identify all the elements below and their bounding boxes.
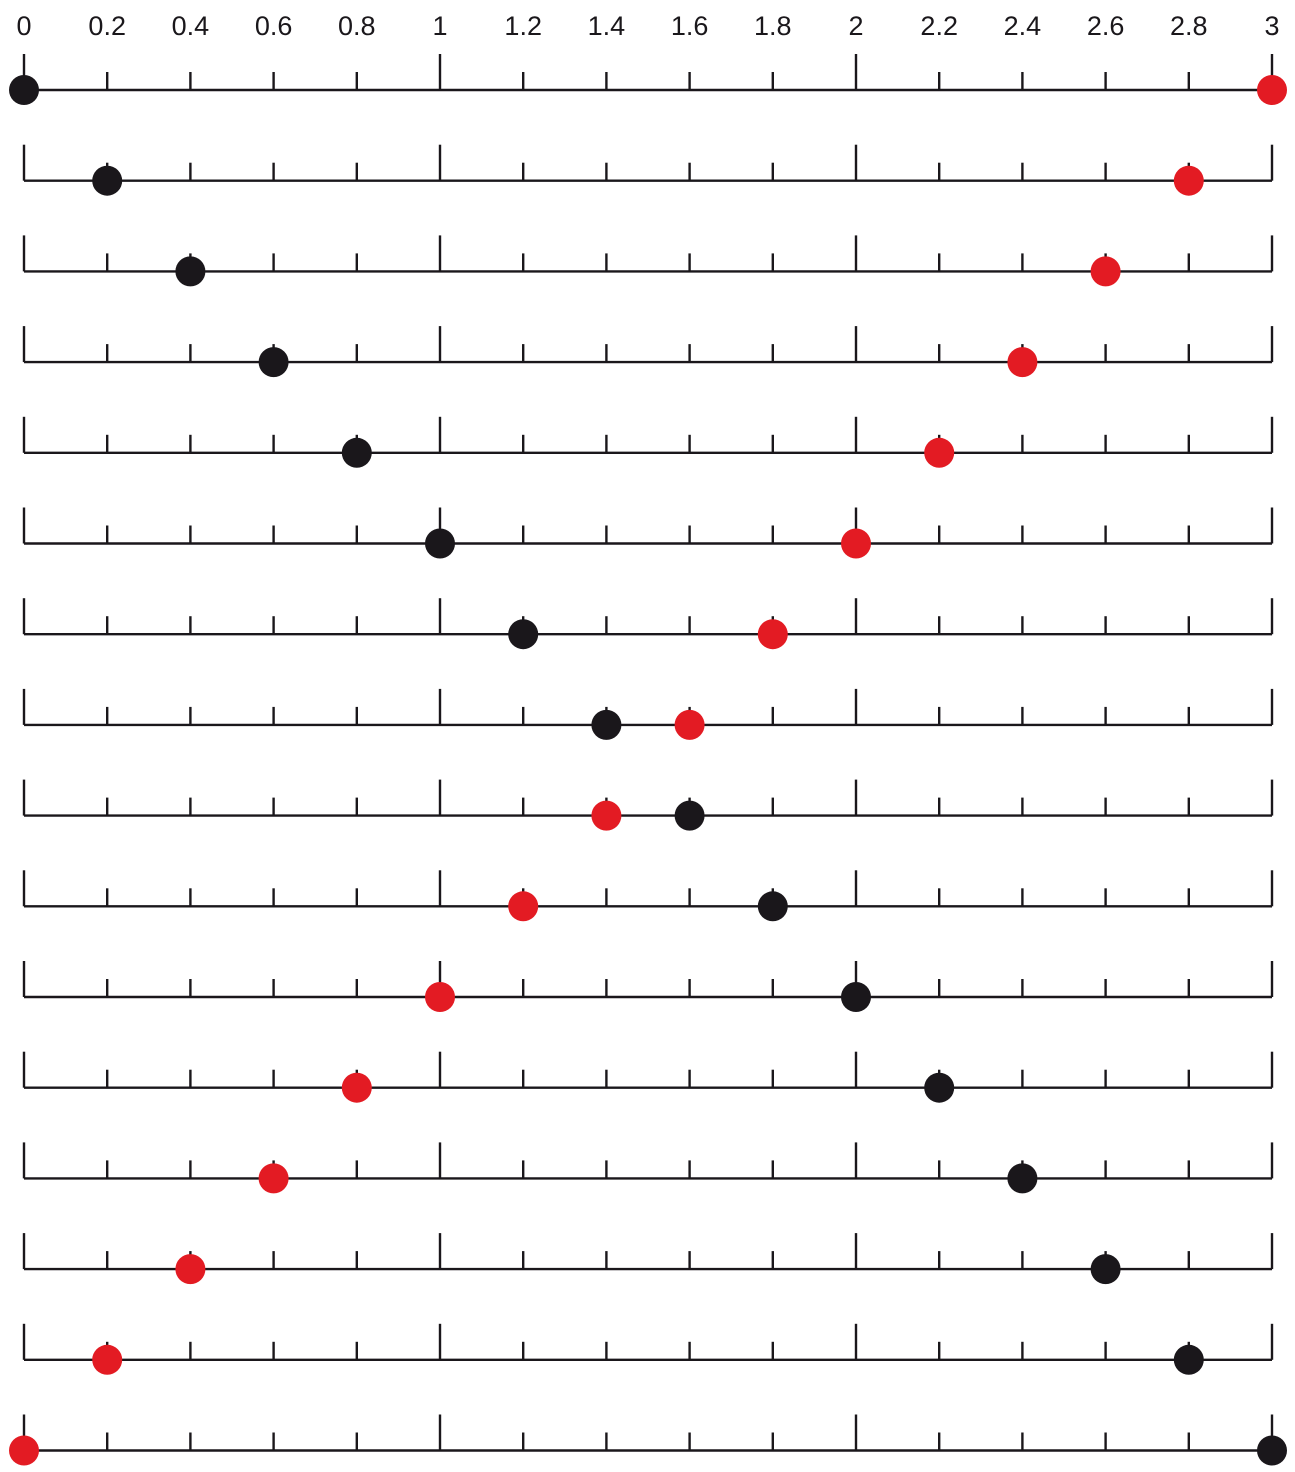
black-dot [175, 256, 206, 287]
tick-label: 1.6 [671, 11, 709, 41]
tick-label: 1.2 [504, 11, 542, 41]
number-line-row [22, 598, 1274, 650]
red-dot [9, 1435, 39, 1466]
black-dot [757, 891, 788, 922]
red-dot [674, 709, 705, 740]
black-dot [1173, 1344, 1204, 1375]
black-dot [341, 437, 372, 468]
red-dot [425, 982, 455, 1012]
number-line-row [22, 1142, 1274, 1194]
tick-label: 3 [1264, 11, 1279, 41]
number-line-rows [9, 54, 1287, 1466]
tick-label: 1.8 [754, 11, 792, 41]
red-dot [1257, 75, 1287, 105]
tick-label: 2.8 [1170, 11, 1208, 41]
number-line-row [9, 54, 1287, 105]
red-dot [1090, 256, 1121, 287]
black-dot [9, 75, 39, 105]
tick-label: 0.2 [88, 11, 126, 41]
number-line-row [22, 507, 1274, 559]
number-line-row [22, 1323, 1274, 1375]
number-line-row [22, 779, 1274, 831]
tick-label: 2.4 [1004, 11, 1042, 41]
black-dot [841, 982, 871, 1012]
number-line-row [22, 416, 1274, 468]
red-dot [1173, 165, 1204, 196]
number-line-row [22, 144, 1274, 196]
tick-label: 1 [432, 11, 447, 41]
black-dot [924, 1072, 955, 1103]
number-line-row [22, 870, 1274, 922]
number-line-row [22, 1233, 1274, 1285]
red-dot [757, 619, 788, 650]
tick-label: 2.6 [1087, 11, 1125, 41]
tick-label: 2 [848, 11, 863, 41]
black-dot [508, 619, 539, 650]
black-dot [425, 528, 455, 559]
red-dot [591, 800, 622, 831]
red-dot [508, 891, 539, 922]
tick-label-row: 0 0.2 0.4 0.6 0.8 1 1.2 1.4 1.6 1.8 2 2.2 2.4 2.6 2.8 3 [16, 11, 1279, 41]
number-line-row [22, 688, 1274, 740]
red-dot [841, 528, 871, 559]
red-dot [175, 1254, 206, 1285]
red-dot [92, 1344, 123, 1375]
tick-label: 0.6 [255, 11, 293, 41]
number-line-row [22, 961, 1274, 1012]
number-line-row [22, 326, 1274, 378]
black-dot [674, 800, 705, 831]
red-dot [258, 1163, 289, 1194]
number-line-row [9, 1414, 1287, 1466]
black-dot [1007, 1163, 1038, 1194]
tick-label: 0 [16, 11, 31, 41]
tick-label: 1.4 [588, 11, 626, 41]
red-dot [341, 1072, 372, 1103]
tick-label: 0.4 [172, 11, 210, 41]
black-dot [258, 347, 289, 378]
black-dot [92, 165, 123, 196]
tick-label: 0.8 [338, 11, 376, 41]
number-line-row [22, 235, 1274, 287]
number-line-row [22, 1051, 1274, 1103]
red-dot [924, 437, 955, 468]
black-dot [1257, 1435, 1287, 1466]
tick-label: 2.2 [920, 11, 958, 41]
black-dot [1090, 1254, 1121, 1285]
red-dot [1007, 347, 1038, 378]
black-dot [591, 709, 622, 740]
